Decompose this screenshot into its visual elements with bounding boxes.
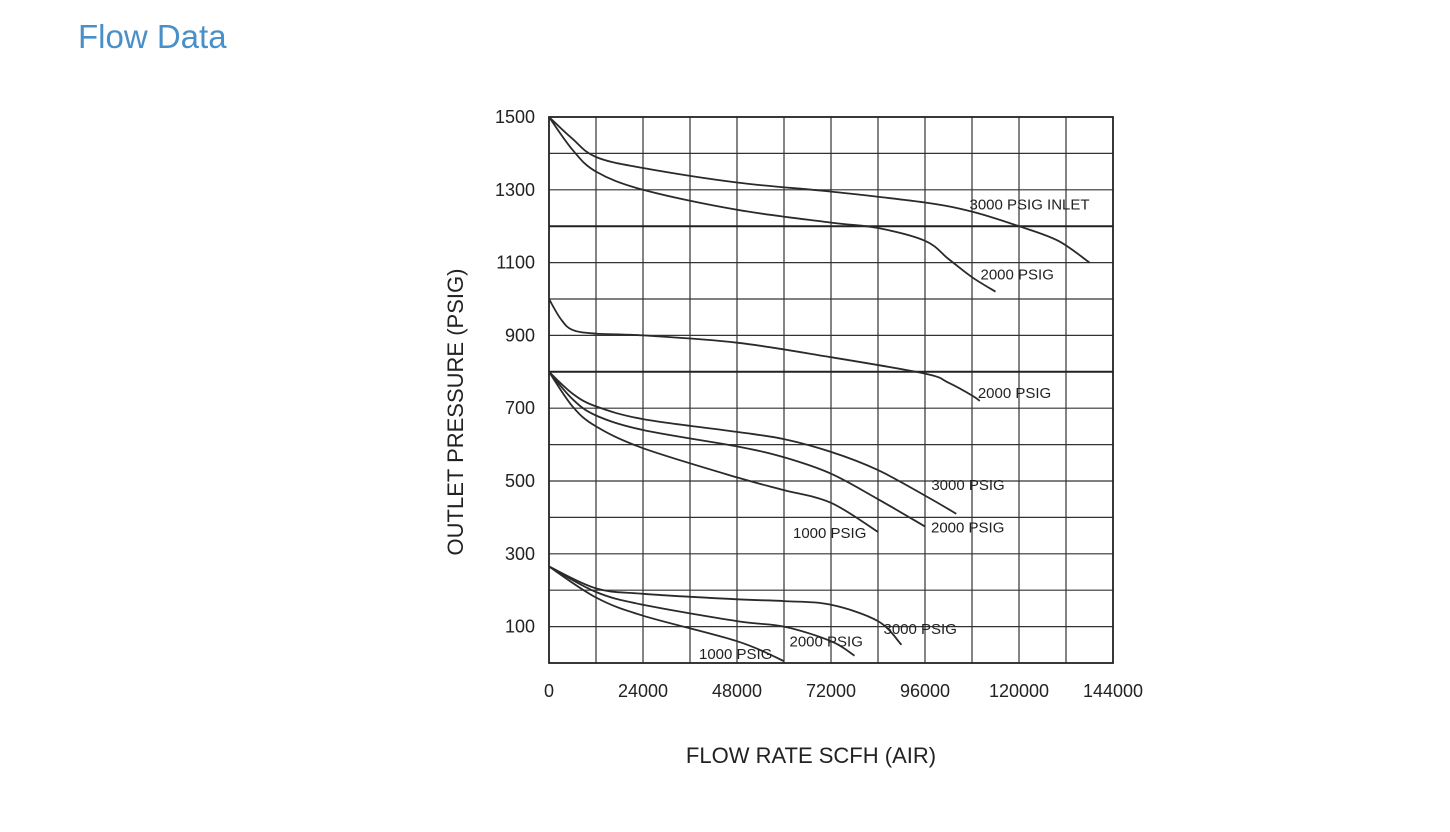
x-axis-title: FLOW RATE SCFH (AIR) bbox=[686, 743, 936, 768]
series-label: 3000 PSIG INLET bbox=[970, 197, 1090, 214]
series-line bbox=[548, 565, 785, 663]
label-layer: 3000 PSIG INLET 2000 PSIG 2000 PSIG 3000 PS… bbox=[699, 197, 1090, 664]
series-line bbox=[548, 116, 996, 293]
series-label: 3000 PSIG bbox=[931, 477, 1004, 494]
x-tick-label: 0 bbox=[544, 681, 554, 701]
series-label: 1000 PSIG bbox=[699, 646, 772, 663]
y-tick-label: 500 bbox=[505, 471, 535, 491]
grid-layer bbox=[548, 116, 1114, 664]
series-label: 2000 PSIG bbox=[978, 385, 1051, 402]
x-tick-label: 72000 bbox=[806, 681, 856, 701]
curve-layer bbox=[548, 116, 1091, 663]
page-title: Flow Data bbox=[78, 18, 227, 55]
series-label: 1000 PSIG bbox=[793, 525, 866, 542]
y-tick-label: 1500 bbox=[495, 107, 535, 127]
series-line bbox=[548, 298, 981, 402]
series-label: 2000 PSIG bbox=[981, 267, 1054, 284]
y-tick-label: 300 bbox=[505, 544, 535, 564]
series-line bbox=[548, 371, 879, 533]
series-label: 3000 PSIG bbox=[884, 621, 957, 638]
x-tick-label: 48000 bbox=[712, 681, 762, 701]
x-tick-label: 120000 bbox=[989, 681, 1049, 701]
series-line bbox=[548, 565, 903, 646]
series-label: 2000 PSIG bbox=[790, 634, 863, 651]
x-tick-label: 96000 bbox=[900, 681, 950, 701]
x-tick-label: 24000 bbox=[618, 681, 668, 701]
series-line bbox=[548, 565, 855, 657]
series-line bbox=[548, 371, 926, 528]
series-line bbox=[548, 371, 957, 515]
x-tick-label: 144000 bbox=[1083, 681, 1143, 701]
y-tick-label: 1100 bbox=[496, 253, 535, 273]
y-tick-label: 900 bbox=[505, 325, 535, 345]
y-tick-label: 700 bbox=[505, 398, 535, 418]
series-label: 2000 PSIG bbox=[931, 520, 1004, 537]
y-tick-label: 1300 bbox=[495, 180, 535, 200]
tick-layer: 0 24000 48000 72000 96000 120000 144000 100 300 5… bbox=[495, 107, 1143, 701]
y-axis-title: OUTLET PRESSURE (PSIG) bbox=[443, 269, 468, 556]
plot-frame bbox=[548, 116, 1114, 664]
y-tick-label: 100 bbox=[505, 617, 535, 637]
series-line bbox=[548, 116, 1091, 264]
